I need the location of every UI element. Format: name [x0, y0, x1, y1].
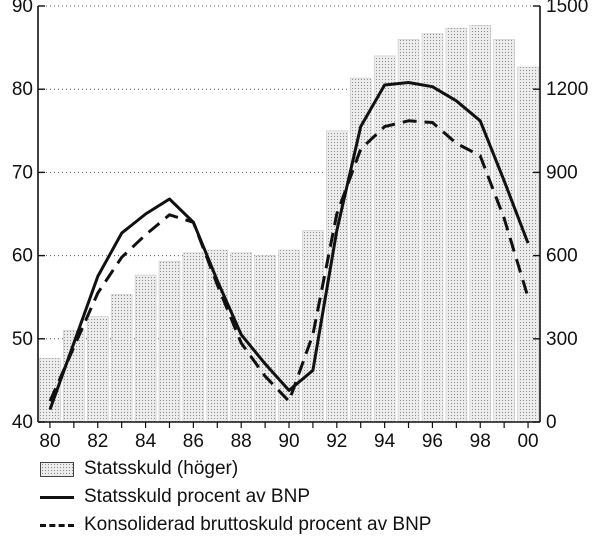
right-axis-ticks: 0 300 600 900 1200 1500 — [533, 0, 588, 433]
x-tick-label: 98 — [470, 431, 491, 452]
legend: Statsskuld (höger) Statsskuld procent av… — [40, 455, 600, 539]
legend-swatch-solid-line — [40, 495, 74, 499]
bar — [445, 27, 468, 423]
legend-swatch-dashed-line — [40, 523, 74, 527]
legend-item-bars: Statsskuld (höger) — [40, 455, 600, 483]
x-tick-label: 96 — [422, 431, 443, 452]
right-tick-label: 600 — [546, 246, 578, 267]
x-tick-label: 92 — [326, 431, 347, 452]
x-tick-label: 82 — [87, 431, 108, 452]
bar-series — [39, 25, 539, 423]
legend-label-dashed-line: Konsoliderad bruttoskuld procent av BNP — [84, 514, 432, 535]
right-tick-label: 900 — [546, 162, 578, 183]
right-tick-label: 1500 — [546, 0, 588, 17]
x-tick-label: 90 — [278, 431, 299, 452]
bar — [158, 260, 181, 423]
bar — [206, 249, 229, 423]
bar — [254, 255, 276, 423]
legend-item-dashed-line: Konsoliderad bruttoskuld procent av BNP — [40, 511, 600, 539]
left-tick-label: 90 — [12, 0, 33, 17]
left-tick-label: 50 — [12, 329, 33, 350]
x-axis-ticks: 80 82 84 86 88 90 92 94 96 98 00 — [39, 422, 539, 452]
bar — [134, 274, 157, 423]
bar — [397, 38, 420, 423]
bar — [110, 294, 133, 423]
x-tick-label: 00 — [517, 431, 538, 452]
bar — [517, 66, 539, 423]
x-tick-label: 80 — [39, 431, 60, 452]
left-tick-label: 80 — [12, 79, 33, 100]
bar — [278, 249, 300, 423]
x-tick-label: 94 — [374, 431, 396, 452]
series-line-solid — [48, 81, 530, 411]
series-line-dashed — [48, 119, 530, 403]
left-tick-label: 70 — [12, 162, 33, 183]
bar — [230, 252, 252, 423]
legend-item-solid-line: Statsskuld procent av BNP — [40, 483, 600, 511]
x-tick-label: 86 — [183, 431, 204, 452]
legend-label-bars: Statsskuld (höger) — [84, 458, 239, 479]
left-tick-label: 40 — [12, 412, 33, 433]
bar — [373, 55, 396, 423]
bar — [493, 38, 515, 423]
bar — [469, 25, 491, 423]
right-tick-label: 0 — [546, 412, 557, 433]
right-tick-label: 300 — [546, 329, 578, 350]
x-tick-label: 84 — [135, 431, 157, 452]
right-tick-label: 1200 — [546, 79, 588, 100]
left-tick-label: 60 — [12, 246, 33, 267]
bar — [182, 252, 205, 423]
legend-label-solid-line: Statsskuld procent av BNP — [84, 486, 310, 507]
bar — [87, 316, 109, 423]
line-series — [48, 81, 530, 411]
legend-swatch-bars — [40, 461, 74, 477]
x-tick-label: 88 — [231, 431, 252, 452]
left-axis-ticks: 40 50 60 70 80 90 — [12, 0, 45, 433]
